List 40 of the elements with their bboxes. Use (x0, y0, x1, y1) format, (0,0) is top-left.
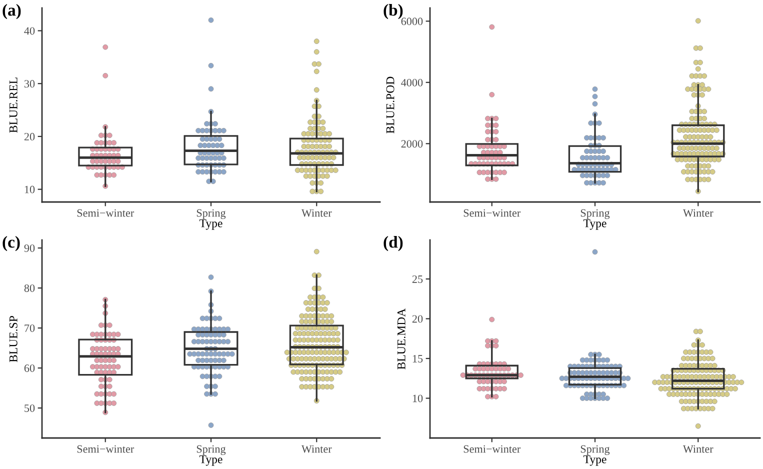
x-tick-label: Spring (196, 209, 226, 220)
chart-title: (c) (2, 236, 20, 252)
x-tick-label: Spring (580, 445, 610, 456)
y-tick-label: 6000 (401, 18, 423, 26)
y-tick-label: 4000 (401, 78, 423, 86)
y-tick-label: 30 (24, 80, 35, 88)
y-tick-label: 70 (24, 324, 35, 332)
y-tick-label: 50 (24, 404, 35, 412)
x-tick-label: Semi−winter (77, 209, 134, 217)
x-axis-title: Type (584, 219, 606, 230)
y-tick-label: 10 (24, 186, 35, 194)
chart-title: (b) (384, 4, 403, 20)
y-tick-label: 20 (412, 315, 423, 323)
y-axis-title: BLUE.POD (386, 76, 394, 134)
y-tick-label: 60 (24, 364, 35, 372)
y-tick-label: 90 (24, 244, 35, 252)
x-axis-title: Type (200, 455, 222, 466)
y-axis-title: BLUE.REL (10, 78, 18, 133)
y-tick-label: 2000 (401, 140, 423, 148)
y-tick-label: 15 (412, 355, 423, 362)
y-axis-title: BLUE.MDA (397, 308, 406, 370)
x-tick-label: Spring (196, 445, 226, 456)
x-tick-label: Winter (301, 445, 332, 453)
chart-title: (a) (2, 4, 21, 20)
x-tick-label: Semi−winter (464, 209, 521, 217)
chart-title: (d) (384, 236, 403, 252)
y-tick-label: 10 (412, 394, 423, 402)
y-tick-label: 20 (24, 132, 35, 140)
x-tick-label: Spring (580, 209, 610, 220)
x-tick-label: Winter (682, 209, 714, 217)
x-tick-label: Semi−winter (77, 445, 134, 453)
y-axis-title: BLUE.SP (9, 316, 18, 362)
x-axis-title: Type (200, 219, 222, 230)
y-tick-label: 80 (24, 284, 35, 292)
x-axis-title: Type (584, 455, 606, 466)
y-tick-label: 25 (412, 275, 423, 283)
x-tick-label: Semi−winter (464, 445, 521, 453)
x-tick-label: Winter (301, 209, 332, 217)
y-tick-label: 40 (24, 27, 35, 35)
x-tick-label: Winter (682, 445, 714, 453)
